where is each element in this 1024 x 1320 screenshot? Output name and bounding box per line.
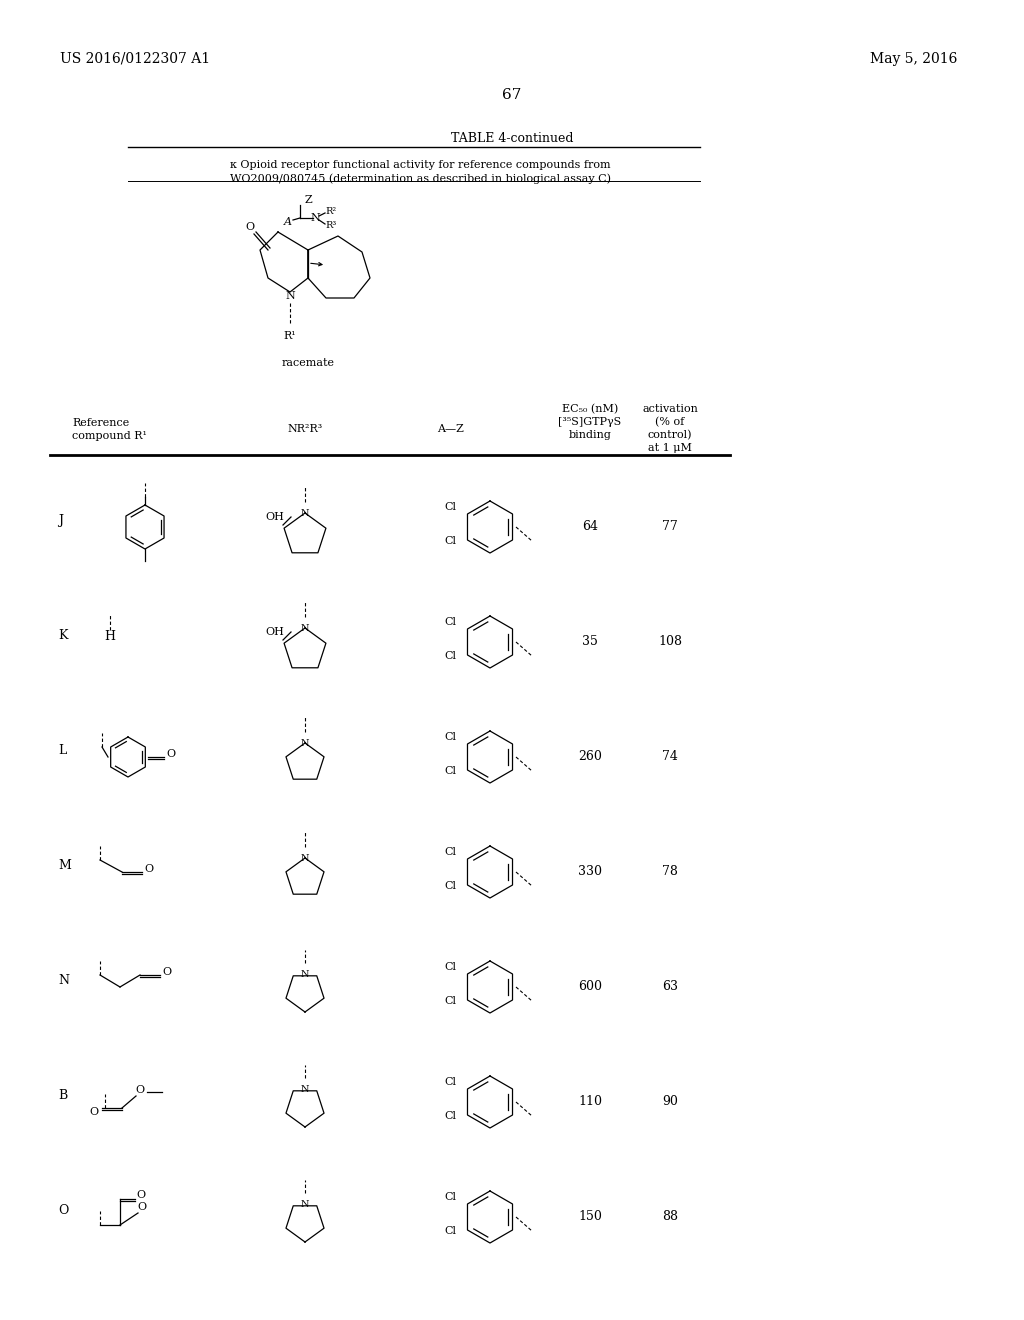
Text: N: N bbox=[301, 970, 309, 979]
Text: 88: 88 bbox=[662, 1210, 678, 1224]
Text: B: B bbox=[58, 1089, 68, 1102]
Text: Cl: Cl bbox=[444, 880, 456, 891]
Text: O: O bbox=[136, 1191, 145, 1200]
Text: J: J bbox=[58, 513, 63, 527]
Text: O: O bbox=[144, 865, 154, 874]
Text: R³: R³ bbox=[325, 222, 336, 231]
Text: O: O bbox=[135, 1085, 144, 1096]
Text: May 5, 2016: May 5, 2016 bbox=[870, 51, 957, 66]
Text: 74: 74 bbox=[663, 750, 678, 763]
Text: control): control) bbox=[648, 430, 692, 441]
Text: Cl: Cl bbox=[444, 1192, 456, 1203]
Text: Cl: Cl bbox=[444, 733, 456, 742]
Text: 600: 600 bbox=[578, 979, 602, 993]
Text: 35: 35 bbox=[582, 635, 598, 648]
Text: H: H bbox=[104, 631, 116, 644]
Text: Cl: Cl bbox=[444, 536, 456, 546]
Text: N: N bbox=[301, 510, 309, 517]
Text: (% of: (% of bbox=[655, 417, 685, 428]
Text: Cl: Cl bbox=[444, 651, 456, 661]
Text: K: K bbox=[58, 630, 68, 642]
Text: compound R¹: compound R¹ bbox=[72, 432, 146, 441]
Text: κ Opioid receptor functional activity for reference compounds from: κ Opioid receptor functional activity fo… bbox=[230, 160, 610, 170]
Text: O: O bbox=[58, 1204, 69, 1217]
Text: O: O bbox=[162, 968, 171, 977]
Text: racemate: racemate bbox=[282, 358, 335, 368]
Text: N: N bbox=[301, 1200, 309, 1209]
Text: 78: 78 bbox=[663, 865, 678, 878]
Text: A—Z: A—Z bbox=[436, 424, 464, 434]
Text: 110: 110 bbox=[578, 1096, 602, 1107]
Text: OH: OH bbox=[265, 512, 285, 521]
Text: 67: 67 bbox=[503, 88, 521, 102]
Text: Z: Z bbox=[304, 195, 312, 205]
Text: Cl: Cl bbox=[444, 962, 456, 972]
Text: Reference: Reference bbox=[72, 418, 129, 428]
Text: O: O bbox=[137, 1203, 146, 1212]
Text: R¹: R¹ bbox=[284, 331, 296, 341]
Text: N: N bbox=[285, 290, 295, 301]
Text: 330: 330 bbox=[578, 865, 602, 878]
Text: 150: 150 bbox=[579, 1210, 602, 1224]
Text: N: N bbox=[310, 213, 319, 223]
Text: Cl: Cl bbox=[444, 1111, 456, 1121]
Text: Cl: Cl bbox=[444, 766, 456, 776]
Text: at 1 μM: at 1 μM bbox=[648, 444, 692, 453]
Text: O: O bbox=[89, 1107, 98, 1117]
Text: 90: 90 bbox=[663, 1096, 678, 1107]
Text: Cl: Cl bbox=[444, 847, 456, 857]
Text: OH: OH bbox=[265, 627, 285, 638]
Text: US 2016/0122307 A1: US 2016/0122307 A1 bbox=[60, 51, 210, 66]
Text: N: N bbox=[301, 739, 309, 748]
Text: NR²R³: NR²R³ bbox=[288, 424, 323, 434]
Text: N: N bbox=[301, 854, 309, 863]
Text: TABLE 4-continued: TABLE 4-continued bbox=[451, 132, 573, 145]
Text: R²: R² bbox=[325, 207, 336, 216]
Text: O: O bbox=[246, 222, 255, 232]
Text: N: N bbox=[301, 1085, 309, 1094]
Text: 64: 64 bbox=[582, 520, 598, 533]
Text: L: L bbox=[58, 744, 67, 756]
Text: Cl: Cl bbox=[444, 616, 456, 627]
Text: O: O bbox=[166, 748, 175, 759]
Text: M: M bbox=[58, 859, 71, 873]
Text: A: A bbox=[284, 216, 292, 227]
Text: [³⁵S]GTPγS: [³⁵S]GTPγS bbox=[558, 417, 622, 426]
Text: 260: 260 bbox=[579, 750, 602, 763]
Text: EC₅₀ (nM): EC₅₀ (nM) bbox=[562, 404, 618, 414]
Text: N: N bbox=[58, 974, 69, 987]
Text: activation: activation bbox=[642, 404, 698, 414]
Text: binding: binding bbox=[568, 430, 611, 440]
Text: Cl: Cl bbox=[444, 1226, 456, 1236]
Text: 63: 63 bbox=[662, 979, 678, 993]
Text: Cl: Cl bbox=[444, 997, 456, 1006]
Text: N: N bbox=[301, 624, 309, 634]
Text: Cl: Cl bbox=[444, 502, 456, 512]
Text: WO2009/080745 (determination as described in biological assay C): WO2009/080745 (determination as describe… bbox=[230, 173, 611, 183]
Text: 77: 77 bbox=[663, 520, 678, 533]
Text: 108: 108 bbox=[658, 635, 682, 648]
Text: Cl: Cl bbox=[444, 1077, 456, 1086]
